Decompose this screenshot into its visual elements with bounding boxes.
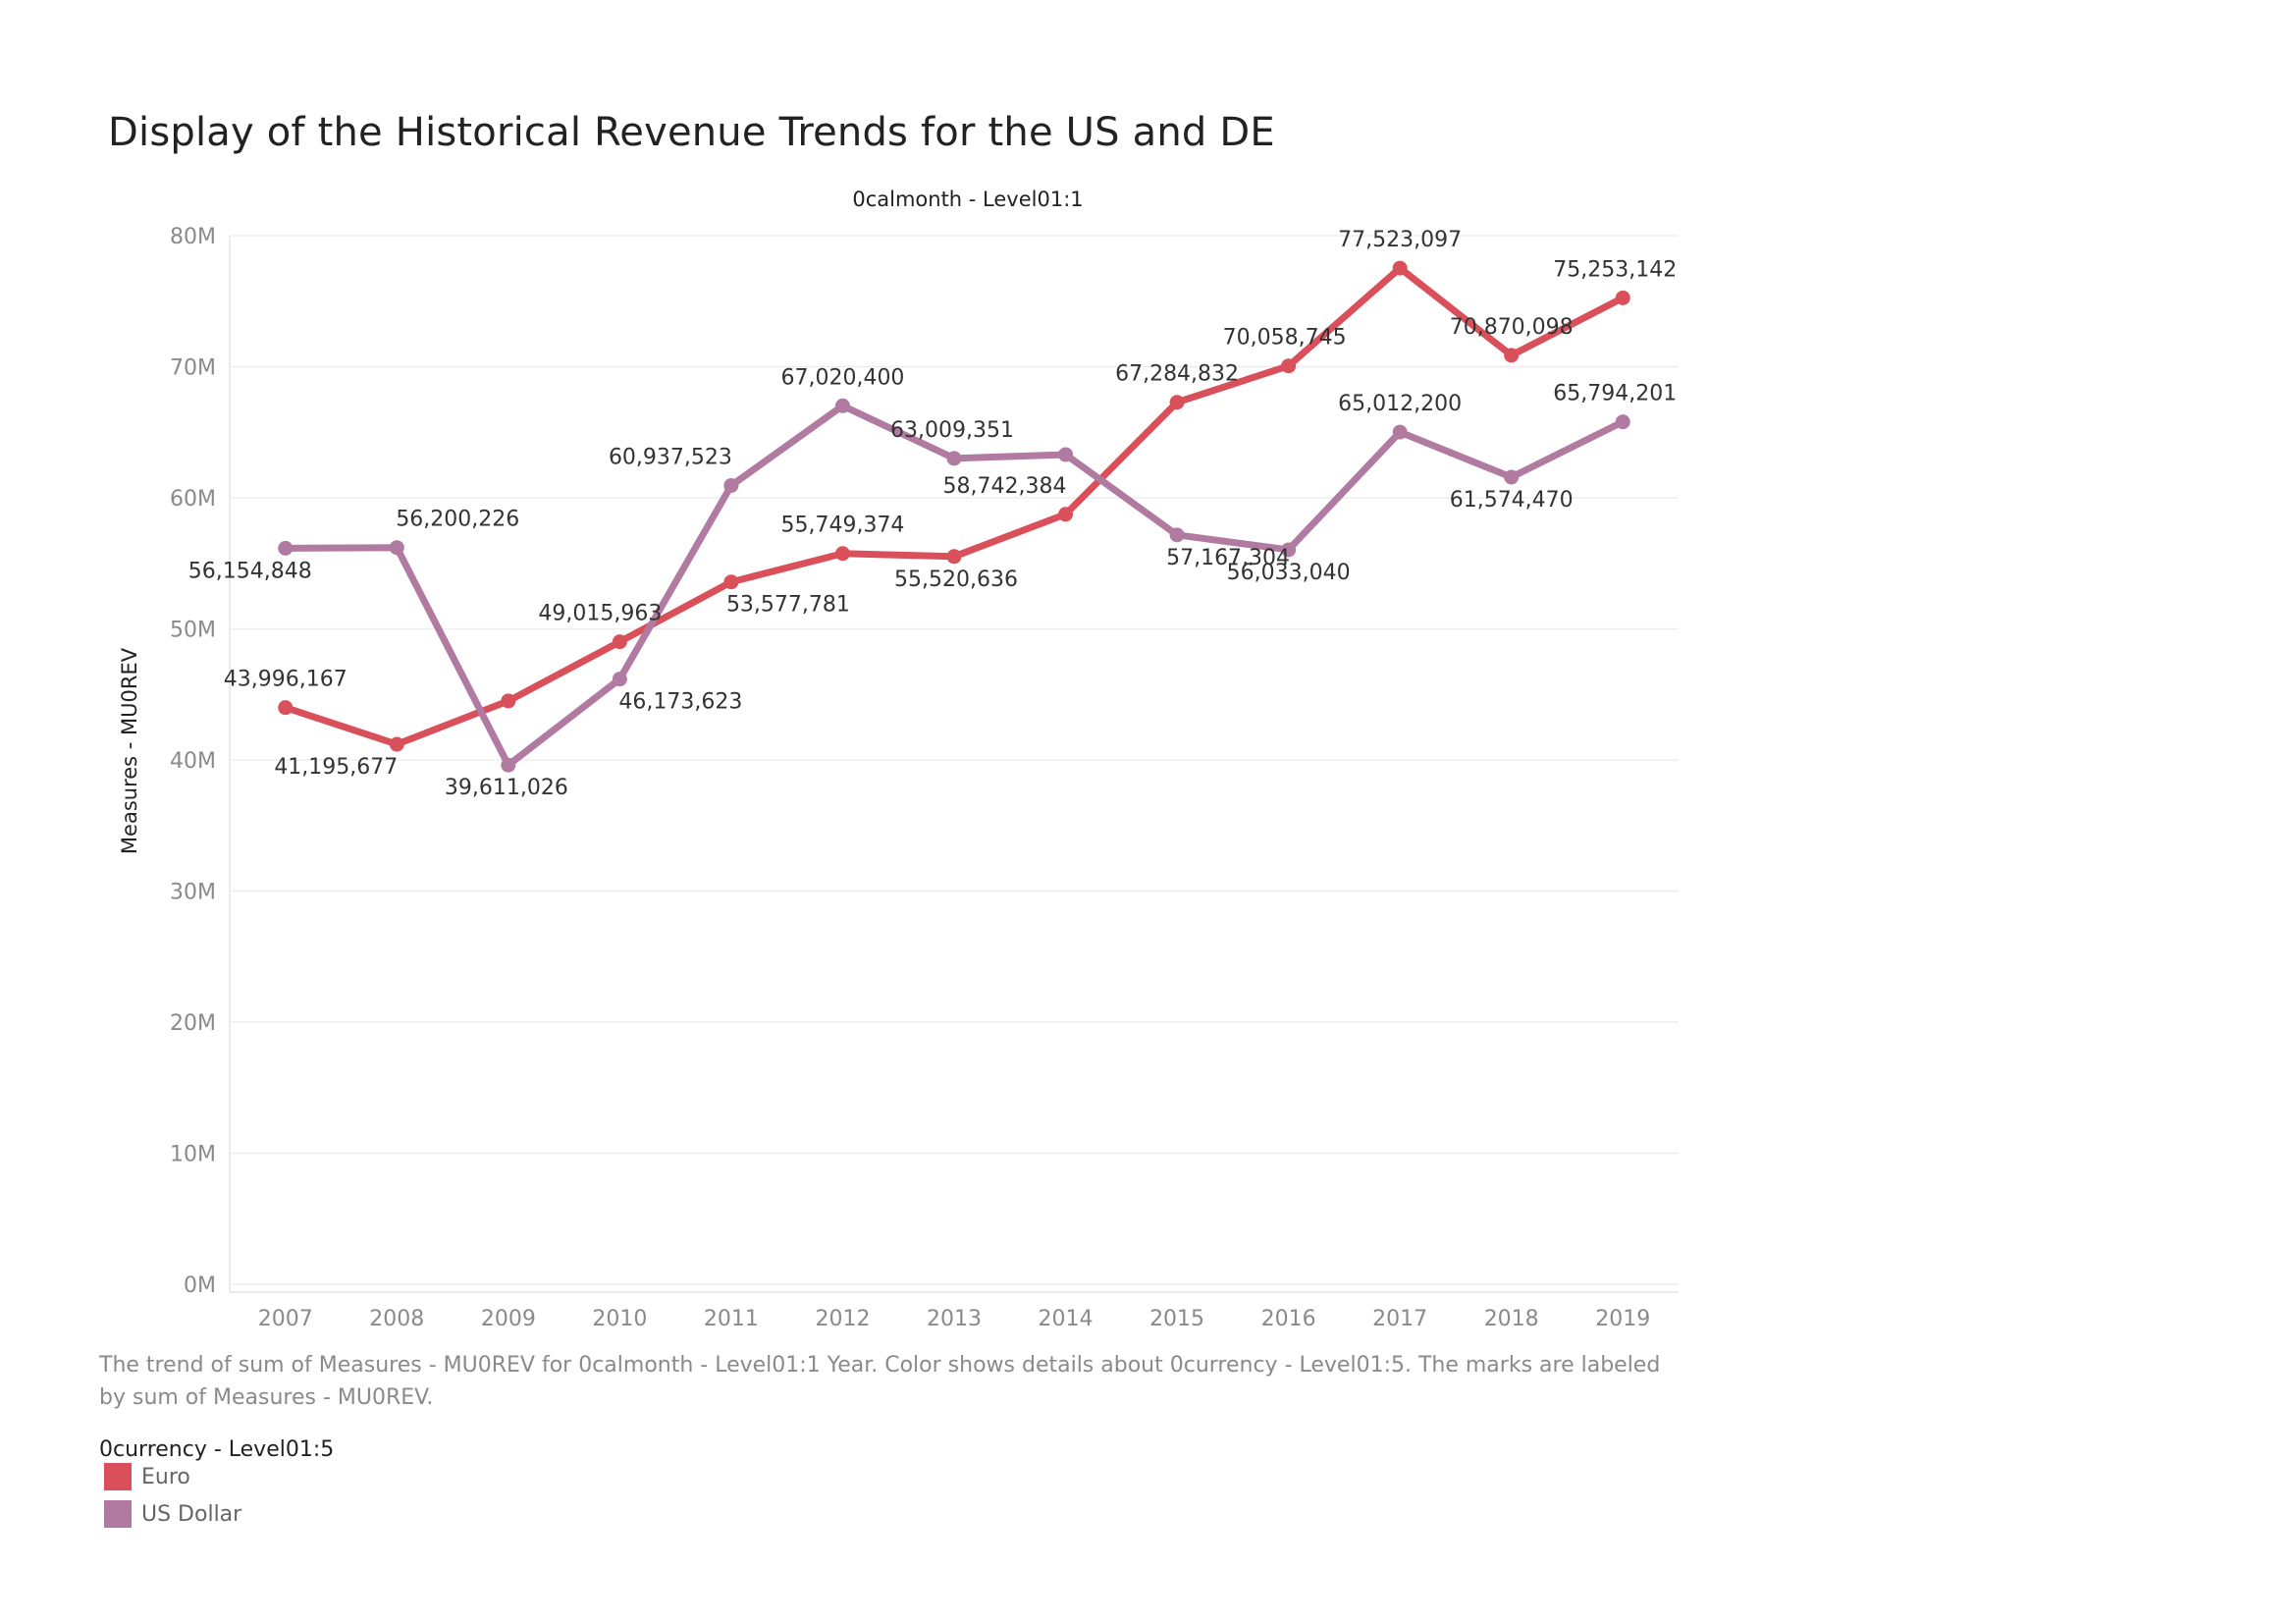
y-tick-label: 80M [170, 225, 216, 249]
x-tick-label: 2009 [481, 1307, 536, 1331]
data-label-us-dollar: 60,937,523 [609, 445, 732, 469]
data-label-us-dollar: 56,154,848 [188, 559, 312, 583]
data-point-euro [278, 700, 294, 716]
data-label-us-dollar: 39,611,026 [445, 776, 568, 800]
data-point-euro [389, 736, 404, 752]
data-point-us-dollar [1615, 414, 1630, 430]
data-point-euro [1615, 290, 1630, 305]
data-point-us-dollar [278, 540, 294, 556]
data-label-us-dollar: 65,012,200 [1338, 392, 1462, 416]
legend-swatch-euro [104, 1463, 132, 1490]
legend-label-us-dollar: US Dollar [141, 1501, 242, 1527]
data-point-euro [1392, 260, 1408, 276]
x-tick-label: 2019 [1595, 1307, 1650, 1331]
data-label-euro: 77,523,097 [1338, 228, 1462, 252]
data-point-us-dollar [1392, 424, 1408, 440]
data-label-euro: 55,749,374 [780, 514, 904, 538]
x-tick-label: 2014 [1039, 1307, 1094, 1331]
data-point-us-dollar [834, 398, 850, 413]
series-lines [278, 260, 1630, 773]
data-point-euro [946, 549, 962, 565]
grid-lines [230, 235, 1679, 1285]
y-tick-label: 70M [170, 356, 216, 381]
y-tick-label: 20M [170, 1011, 216, 1036]
y-tick-label: 30M [170, 881, 216, 905]
legend-swatch-us-dollar [104, 1500, 132, 1528]
x-tick-label: 2007 [258, 1307, 313, 1331]
data-point-euro [1169, 395, 1185, 410]
data-label-euro: 49,015,963 [538, 602, 662, 626]
data-label-us-dollar: 46,173,623 [618, 690, 742, 715]
data-point-euro [1058, 507, 1074, 522]
legend-item-us-dollar[interactable]: US Dollar [104, 1500, 241, 1528]
data-point-us-dollar [501, 757, 516, 773]
data-point-euro [723, 574, 739, 590]
axes: 0M 10M 20M 30M 40M 50M 60M 70M 80M 2007 2008 2009 20… [118, 188, 1679, 1331]
data-point-us-dollar [1281, 542, 1297, 558]
data-point-euro [1504, 348, 1520, 363]
chart-caption: The trend of sum of Measures - MU0REV fo… [99, 1353, 1661, 1410]
data-label-euro: 70,870,098 [1450, 315, 1574, 340]
data-label-us-dollar: 57,167,304 [1166, 546, 1290, 570]
data-point-euro [1281, 358, 1297, 374]
x-axis-header: 0calmonth - Level01:1 [852, 188, 1083, 211]
data-point-us-dollar [612, 672, 627, 687]
data-point-us-dollar [389, 540, 404, 556]
data-label-us-dollar: 61,574,470 [1450, 488, 1574, 513]
data-label-us-dollar: 63,009,351 [890, 418, 1014, 443]
data-label-euro: 70,058,745 [1223, 326, 1347, 351]
data-label-euro: 43,996,167 [224, 668, 347, 692]
data-point-us-dollar [723, 477, 739, 493]
data-point-us-dollar [1058, 447, 1074, 462]
chart-title: Display of the Historical Revenue Trends… [108, 110, 1275, 155]
legend-item-euro[interactable]: Euro [104, 1463, 190, 1490]
data-label-euro: 67,284,832 [1115, 362, 1239, 387]
x-tick-label: 2013 [927, 1307, 982, 1331]
data-label-euro: 41,195,677 [274, 755, 398, 780]
data-label-us-dollar: 67,020,400 [780, 365, 904, 390]
data-point-euro [834, 546, 850, 562]
legend-title: 0currency - Level01:5 [99, 1437, 335, 1462]
x-tick-label: 2012 [815, 1307, 870, 1331]
x-tick-label: 2016 [1261, 1307, 1316, 1331]
x-tick-label: 2008 [369, 1307, 424, 1331]
data-point-euro [501, 693, 516, 709]
data-label-euro: 58,742,384 [943, 474, 1067, 499]
x-tick-label: 2011 [704, 1307, 759, 1331]
data-point-us-dollar [946, 451, 962, 466]
data-label-euro: 75,253,142 [1553, 257, 1677, 282]
data-labels: 43,996,167 41,195,677 49,015,963 53,577,781… [188, 228, 1677, 800]
data-label-euro: 55,520,636 [894, 568, 1018, 592]
x-tick-label: 2010 [592, 1307, 647, 1331]
data-label-us-dollar: 56,200,226 [396, 508, 519, 532]
series-line-euro [282, 264, 1627, 748]
y-axis-label: Measures - MU0REV [118, 647, 141, 854]
y-tick-label: 60M [170, 487, 216, 512]
data-point-euro [612, 634, 627, 650]
data-label-us-dollar: 56,033,040 [1227, 561, 1351, 585]
x-tick-label: 2015 [1149, 1307, 1204, 1331]
x-tick-label: 2017 [1372, 1307, 1427, 1331]
legend-label-euro: Euro [141, 1464, 190, 1489]
data-point-us-dollar [1504, 469, 1520, 485]
data-point-us-dollar [1169, 527, 1185, 543]
y-tick-label: 50M [170, 619, 216, 643]
y-tick-label: 40M [170, 749, 216, 774]
data-label-us-dollar: 65,794,201 [1553, 382, 1677, 406]
y-tick-label: 0M [184, 1273, 216, 1298]
x-tick-label: 2018 [1484, 1307, 1539, 1331]
data-label-euro: 53,577,781 [726, 593, 850, 618]
y-tick-label: 10M [170, 1143, 216, 1167]
